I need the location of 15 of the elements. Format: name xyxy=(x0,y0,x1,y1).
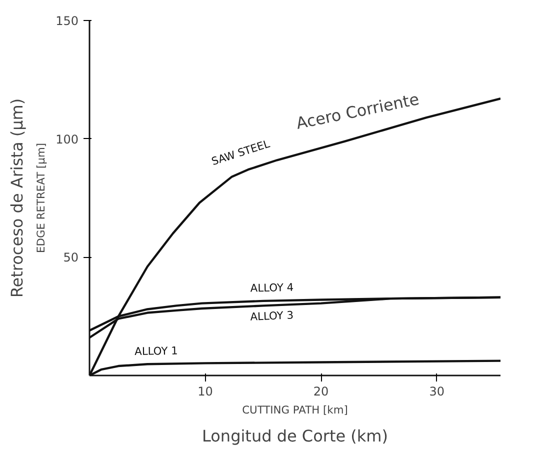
series-label: ALLOY 1 xyxy=(134,344,178,358)
text: SAW STEEL xyxy=(210,137,272,168)
series-label: ALLOY 4 xyxy=(250,280,294,295)
y-tick-label: 50 xyxy=(63,250,79,265)
y-axis-title: EDGE RETREAT [µm] xyxy=(34,143,48,253)
y-tick-label: 150 xyxy=(56,14,78,28)
y-tick-label: 100 xyxy=(56,132,78,146)
x-tick-label: 10 xyxy=(198,384,213,398)
text: Retroceso de Arista (µm) xyxy=(8,98,26,298)
text: Longitud de Corte (km) xyxy=(202,426,388,446)
annotation: Acero Corriente xyxy=(294,89,421,133)
x-tick-label: 30 xyxy=(429,384,444,398)
x-axis-title: CUTTING PATH [km] xyxy=(242,404,348,416)
x-tick-label: 20 xyxy=(313,384,329,398)
series-label: ALLOY 3 xyxy=(250,308,294,324)
